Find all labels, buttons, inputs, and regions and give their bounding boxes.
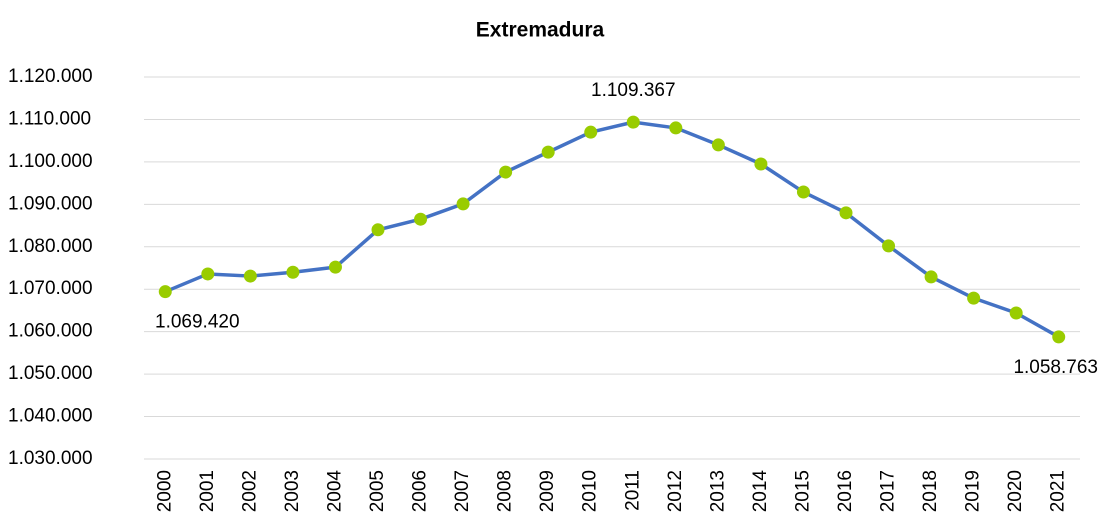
x-tick-label: 2003 bbox=[282, 470, 303, 512]
chart-title: Extremadura bbox=[476, 19, 605, 42]
x-tick-label: 2020 bbox=[1005, 470, 1026, 512]
y-tick-label: 1.110.000 bbox=[8, 108, 91, 129]
x-tick-label: 2016 bbox=[835, 470, 856, 512]
x-tick-label: 2004 bbox=[324, 470, 345, 513]
x-tick-label: 2000 bbox=[154, 470, 175, 512]
data-label: 1.058.763 bbox=[1013, 357, 1098, 378]
series-line bbox=[164, 120, 1060, 339]
x-tick-label: 2008 bbox=[495, 470, 516, 512]
data-label: 1.109.367 bbox=[591, 80, 676, 101]
y-tick-label: 1.070.000 bbox=[8, 278, 93, 299]
y-tick-label: 1.040.000 bbox=[8, 406, 93, 427]
marker bbox=[882, 239, 896, 253]
x-tick-label: 2019 bbox=[963, 470, 984, 512]
x-tick-label: 2017 bbox=[878, 470, 899, 512]
x-tick-label: 2006 bbox=[410, 470, 431, 512]
x-tick-label: 2011 bbox=[622, 470, 643, 511]
marker bbox=[158, 285, 172, 299]
y-tick-label: 1.030.000 bbox=[8, 448, 93, 469]
marker bbox=[541, 145, 555, 159]
marker bbox=[626, 115, 640, 129]
y-tick-label: 1.080.000 bbox=[8, 236, 93, 257]
marker bbox=[1052, 330, 1066, 344]
x-tick-label: 2015 bbox=[792, 470, 813, 512]
x-tick-label: 2012 bbox=[665, 470, 686, 512]
marker bbox=[371, 223, 385, 237]
x-tick-label: 2001 bbox=[197, 470, 218, 512]
marker bbox=[1009, 306, 1023, 320]
y-tick-label: 1.100.000 bbox=[8, 151, 93, 172]
data-label: 1.069.420 bbox=[155, 312, 240, 333]
x-tick-label: 2005 bbox=[367, 470, 388, 512]
x-tick-label: 2014 bbox=[750, 470, 771, 513]
marker bbox=[328, 260, 342, 274]
marker bbox=[754, 157, 768, 171]
x-tick-label: 2009 bbox=[537, 470, 558, 512]
marker bbox=[414, 212, 428, 226]
x-tick-label: 2018 bbox=[920, 470, 941, 512]
y-tick-label: 1.120.000 bbox=[8, 66, 93, 87]
x-tick-label: 2021 bbox=[1048, 470, 1069, 512]
marker bbox=[456, 197, 470, 211]
marker bbox=[201, 267, 215, 281]
marker bbox=[711, 138, 725, 152]
marker bbox=[584, 125, 598, 139]
marker bbox=[967, 291, 981, 305]
marker bbox=[499, 165, 513, 179]
marker bbox=[924, 270, 938, 284]
x-tick-label: 2007 bbox=[452, 470, 473, 512]
marker bbox=[839, 206, 853, 220]
x-tick-label: 2013 bbox=[707, 470, 728, 512]
x-tick-label: 2002 bbox=[239, 470, 260, 512]
marker bbox=[243, 269, 257, 283]
y-tick-label: 1.090.000 bbox=[8, 193, 93, 214]
marker bbox=[286, 265, 300, 279]
marker bbox=[796, 185, 810, 199]
y-tick-label: 1.050.000 bbox=[8, 363, 93, 384]
x-tick-label: 2010 bbox=[580, 470, 601, 512]
marker bbox=[669, 121, 683, 135]
y-tick-label: 1.060.000 bbox=[8, 321, 93, 342]
